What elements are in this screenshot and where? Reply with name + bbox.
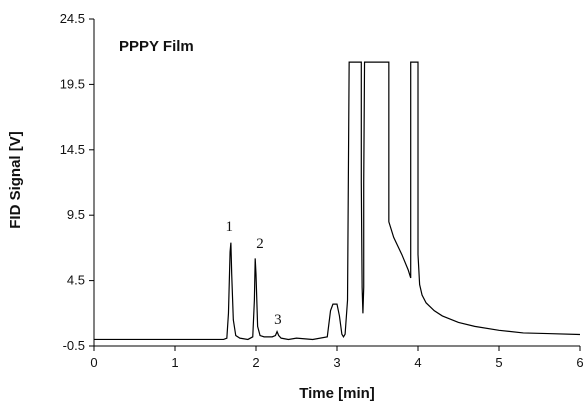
y-tick-label: 14.5 [60, 142, 85, 157]
x-tick-label: 2 [252, 355, 259, 370]
peak-label-1: 1 [226, 219, 234, 235]
peak-label-2: 2 [256, 236, 264, 252]
x-tick-label: 0 [90, 355, 97, 370]
x-ticks: 0 1 2 3 4 5 6 [90, 346, 584, 370]
x-axis-title: Time [min] [299, 385, 375, 402]
y-tick-label: 4.5 [67, 273, 85, 288]
y-tick-label: 19.5 [60, 76, 85, 91]
peak-label-3: 3 [274, 312, 282, 328]
chart-title: PPPY Film [119, 38, 194, 55]
x-tick-label: 1 [171, 355, 178, 370]
x-tick-label: 3 [333, 355, 340, 370]
x-tick-label: 5 [495, 355, 502, 370]
y-tick-label: 24.5 [60, 11, 85, 26]
y-tick-label: 9.5 [67, 207, 85, 222]
peak-annotations: 1 2 3 [226, 219, 282, 328]
chromatogram-line [94, 61, 581, 341]
y-axis-title: FID Signal [V] [7, 131, 24, 229]
y-tick-label: -0.5 [63, 338, 85, 353]
axes [93, 19, 580, 347]
y-ticks: -0.5 4.5 9.5 14.5 19.5 24.5 [60, 11, 94, 353]
x-tick-label: 6 [576, 355, 583, 370]
x-tick-label: 4 [414, 355, 421, 370]
